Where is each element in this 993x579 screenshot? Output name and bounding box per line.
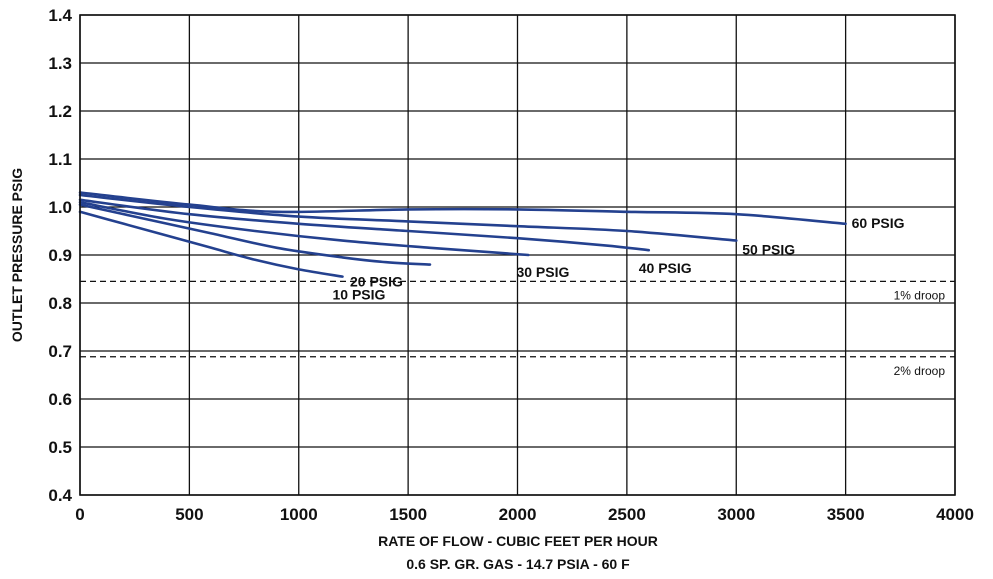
x-tick-label: 3000 xyxy=(717,505,755,524)
y-tick-labels: 0.4 0.5 0.6 0.7 0.8 0.9 1.0 1.1 1.2 1.3 1.4 xyxy=(48,6,72,505)
curve-50-psig xyxy=(78,193,738,242)
y-tick-label: 1.1 xyxy=(48,150,72,169)
y-tick-label: 0.4 xyxy=(48,486,72,505)
curve-label: 10 PSIG xyxy=(333,287,386,303)
y-tick-label: 0.7 xyxy=(48,342,72,361)
grid-lines xyxy=(79,14,956,496)
curve-label: 50 PSIG xyxy=(742,242,795,258)
x-tick-label: 0 xyxy=(75,505,84,524)
x-tick-label: 2500 xyxy=(608,505,646,524)
curve-label: 40 PSIG xyxy=(639,260,692,276)
y-tick-label: 0.5 xyxy=(48,438,72,457)
curve-label: 20 PSIG xyxy=(350,274,403,290)
y-tick-label: 0.9 xyxy=(48,246,72,265)
plot-frame xyxy=(79,14,956,496)
x-tick-label: 1000 xyxy=(280,505,318,524)
x-tick-label: 4000 xyxy=(936,505,974,524)
x-tick-label: 500 xyxy=(175,505,203,524)
droop-labels: 1% droop 2% droop xyxy=(894,288,946,377)
droop-label: 1% droop xyxy=(894,288,946,302)
pressure-curves xyxy=(78,191,847,278)
curve-10-psig xyxy=(78,210,344,278)
x-axis-subtitle: 0.6 SP. GR. GAS - 14.7 PSIA - 60 F xyxy=(406,556,630,572)
x-tick-label: 2000 xyxy=(499,505,537,524)
curve-20-psig xyxy=(78,203,432,266)
y-tick-label: 1.3 xyxy=(48,54,72,73)
curve-40-psig xyxy=(78,198,651,252)
curve-30-psig xyxy=(78,200,530,257)
droop-reference-lines xyxy=(80,280,955,358)
x-tick-label: 3500 xyxy=(827,505,865,524)
droop-label: 2% droop xyxy=(894,364,946,378)
x-axis-title: RATE OF FLOW - CUBIC FEET PER HOUR xyxy=(378,533,658,549)
y-axis-title: OUTLET PRESSURE PSIG xyxy=(9,168,25,342)
curve-60-psig xyxy=(78,191,847,226)
y-tick-label: 0.8 xyxy=(48,294,72,313)
y-tick-label: 1.2 xyxy=(48,102,72,121)
x-tick-labels: 0 500 1000 1500 2000 2500 3000 3500 4000 xyxy=(75,505,974,524)
y-tick-label: 1.4 xyxy=(48,6,72,25)
x-tick-label: 1500 xyxy=(389,505,427,524)
y-tick-label: 1.0 xyxy=(48,198,72,217)
y-tick-label: 0.6 xyxy=(48,390,72,409)
curve-label: 60 PSIG xyxy=(852,215,905,231)
curve-label: 30 PSIG xyxy=(516,264,569,280)
